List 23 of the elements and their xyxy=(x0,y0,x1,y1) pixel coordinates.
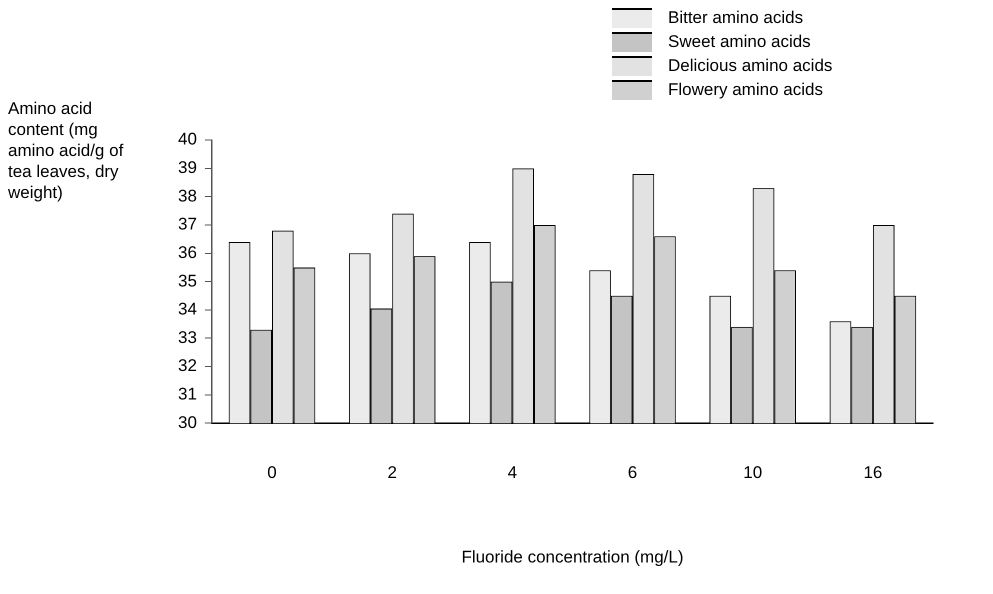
legend-label: Bitter amino acids xyxy=(668,8,804,28)
x-tick-label: 16 xyxy=(863,463,882,482)
y-tick-label: 30 xyxy=(178,412,197,432)
y-tick-label: 31 xyxy=(178,384,197,404)
y-axis-title: Amino acid content (mg amino acid/g of tea leaves, dry weight) xyxy=(8,98,124,203)
legend-label: Sweet amino acids xyxy=(668,32,811,52)
x-tick-label: 0 xyxy=(267,463,277,482)
y-tick-label: 33 xyxy=(178,328,197,347)
legend-label: Delicious amino acids xyxy=(668,56,832,76)
x-tick-label: 4 xyxy=(508,463,518,482)
legend-label: Flowery amino acids xyxy=(668,80,823,100)
y-tick-label: 40 xyxy=(178,130,197,149)
y-tick-label: 36 xyxy=(178,242,197,262)
y-tick-label: 37 xyxy=(178,214,197,234)
y-tick-label: 39 xyxy=(178,158,197,178)
x-axis-title: Fluoride concentration (mg/L) xyxy=(461,547,684,566)
x-tick-label: 6 xyxy=(628,463,638,482)
x-tick-label: 2 xyxy=(387,463,397,482)
x-tick-label: 10 xyxy=(743,463,762,482)
y-tick-label: 34 xyxy=(178,300,197,319)
y-tick-label: 32 xyxy=(178,356,197,376)
y-tick-label: 38 xyxy=(178,186,197,206)
y-tick-label: 35 xyxy=(178,271,197,290)
